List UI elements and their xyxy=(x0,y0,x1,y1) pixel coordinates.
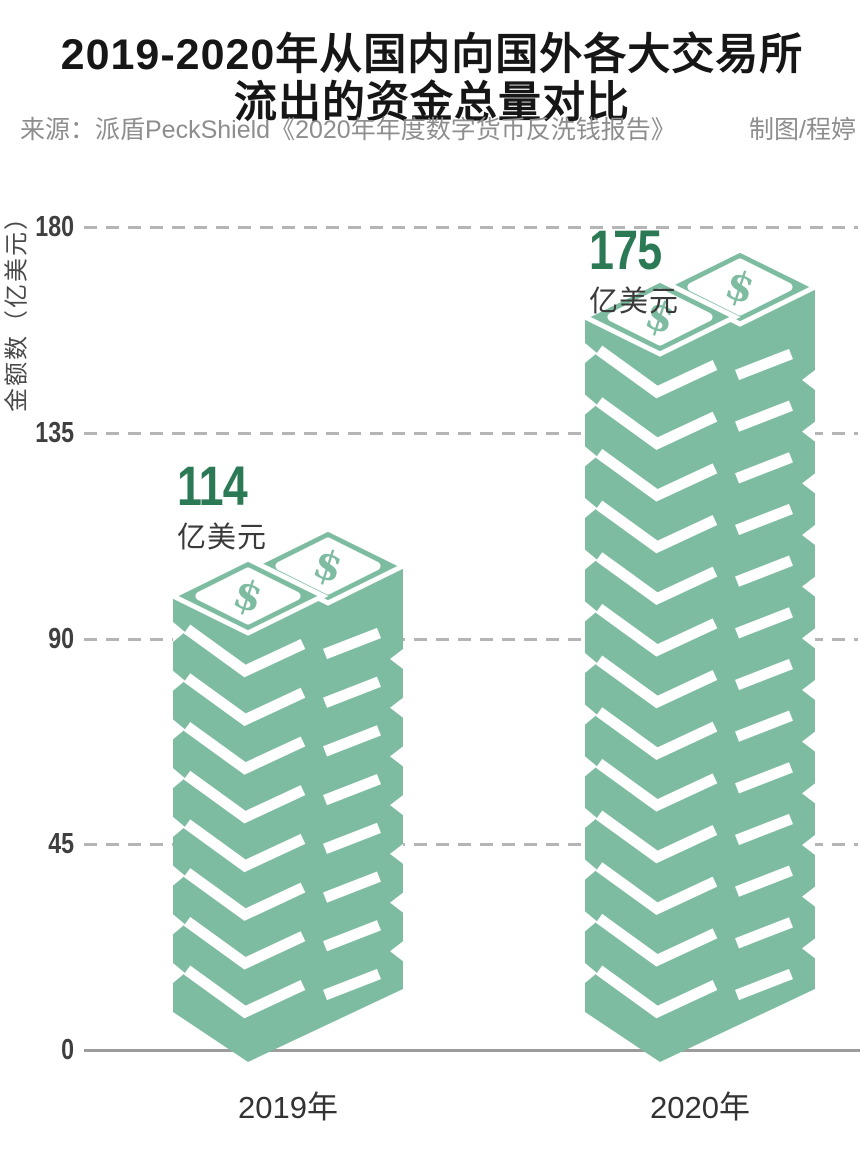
stack-silhouette xyxy=(585,250,815,1062)
money-stack-bar-2019年: $ $ xyxy=(167,526,409,1062)
gridline-180 xyxy=(84,226,858,229)
bill-edge-stripes xyxy=(585,343,815,1019)
money-bill: $ xyxy=(579,277,741,357)
x-label-2020年: 2020年 xyxy=(650,1090,750,1125)
title-line-1: 2019-2020年从国内向国外各大交易所 xyxy=(60,30,804,79)
bill-label xyxy=(275,537,381,595)
x-label-2019年: 2019年 xyxy=(238,1090,338,1125)
bar-value: 114 xyxy=(177,454,248,517)
value-label-2020年: 175 亿美元 xyxy=(589,218,680,320)
gridline-90 xyxy=(84,637,858,641)
value-label-2019年: 114 亿美元 xyxy=(177,454,268,556)
y-tick-135: 135 xyxy=(35,416,74,449)
y-tick-0: 0 xyxy=(61,1034,74,1066)
bill-edge-stripes xyxy=(173,622,403,1019)
title-line-2: 流出的资金总量对比 xyxy=(234,78,630,127)
money-stack-bar-2020年: $ $ xyxy=(579,247,821,1062)
source-line: 来源：派盾PeckShield《2020年年度数字货币反洗钱报告》 制图/程婷 xyxy=(20,110,856,146)
money-stack: $ $ xyxy=(167,526,409,1062)
bar-value-unit: 亿美元 xyxy=(177,522,268,554)
zero-baseline xyxy=(84,1049,860,1052)
source-text: 来源：派盾PeckShield《2020年年度数字货币反洗钱报告》 xyxy=(20,116,676,144)
bar-value-unit: 亿美元 xyxy=(589,286,680,318)
page-title: 2019-2020年从国内向国外各大交易所 流出的资金总量对比 xyxy=(0,31,864,127)
credit-text: 制图/程婷 xyxy=(749,116,856,144)
bill-label xyxy=(687,258,793,316)
y-tick-45: 45 xyxy=(48,828,74,861)
bill-label xyxy=(195,567,301,625)
bar-value: 175 xyxy=(589,218,662,281)
gridline-135 xyxy=(84,431,858,435)
money-bill: $ xyxy=(167,556,329,636)
money-stack: $ $ xyxy=(579,247,821,1062)
bill-label xyxy=(607,288,713,346)
gridline-45 xyxy=(84,843,858,847)
y-tick-90: 90 xyxy=(48,622,74,655)
y-tick-180: 180 xyxy=(35,211,74,243)
